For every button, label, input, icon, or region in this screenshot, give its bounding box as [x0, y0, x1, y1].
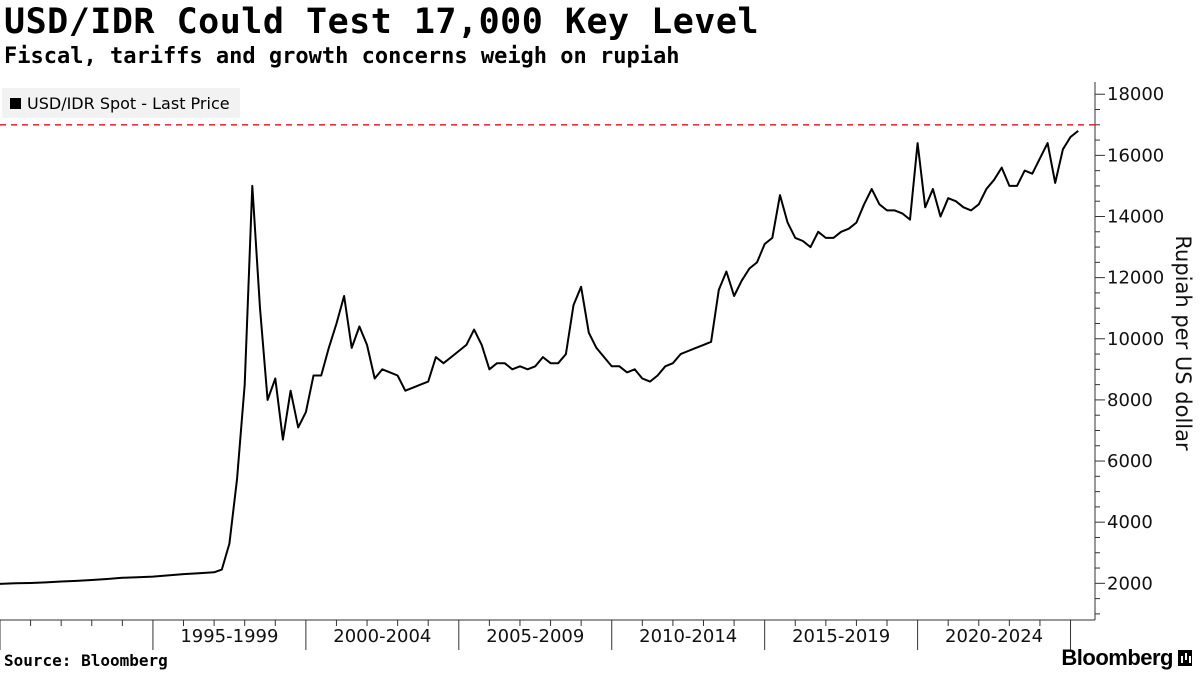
series-line-usd-idr — [0, 130, 1079, 585]
chart-labels: 2000 4000 6000 8000 10000 12000 14000 16000 1800… — [180, 84, 1195, 647]
logo-text: Bloomberg — [1061, 645, 1173, 670]
x-tick-label: 2010-2014 — [639, 626, 737, 647]
chart-title: USD/IDR Could Test 17,000 Key Level — [4, 2, 760, 42]
chart-legend: USD/IDR Spot - Last Price — [2, 88, 240, 118]
y-tick-label: 2000 — [1107, 573, 1153, 594]
x-tick-label: 1995-1999 — [180, 626, 278, 647]
y-tick-label: 12000 — [1107, 268, 1164, 289]
source-note: Source: Bloomberg — [4, 651, 168, 670]
x-tick-label: 2015-2019 — [792, 626, 890, 647]
x-tick-label: 2000-2004 — [333, 626, 431, 647]
chart-marks — [0, 123, 1095, 585]
y-axis-title: Rupiah per US dollar — [1171, 235, 1195, 451]
x-tick-label: 2005-2009 — [486, 626, 584, 647]
y-tick-label: 10000 — [1107, 329, 1164, 350]
bloomberg-logo: Bloomberg — [1061, 645, 1192, 671]
x-tick-label: 2020-2024 — [945, 626, 1043, 647]
legend-swatch — [10, 97, 21, 109]
y-tick-label: 6000 — [1107, 451, 1153, 472]
bloomberg-logo-icon — [1178, 650, 1192, 666]
legend-label: USD/IDR Spot - Last Price — [27, 93, 230, 113]
y-tick-label: 4000 — [1107, 512, 1153, 533]
chart-axes — [0, 82, 1105, 650]
y-tick-label: 8000 — [1107, 390, 1153, 411]
y-tick-label: 16000 — [1107, 145, 1164, 166]
y-tick-label: 18000 — [1107, 84, 1164, 105]
chart-subtitle: Fiscal, tariffs and growth concerns weig… — [4, 44, 680, 69]
y-tick-label: 14000 — [1107, 207, 1164, 228]
